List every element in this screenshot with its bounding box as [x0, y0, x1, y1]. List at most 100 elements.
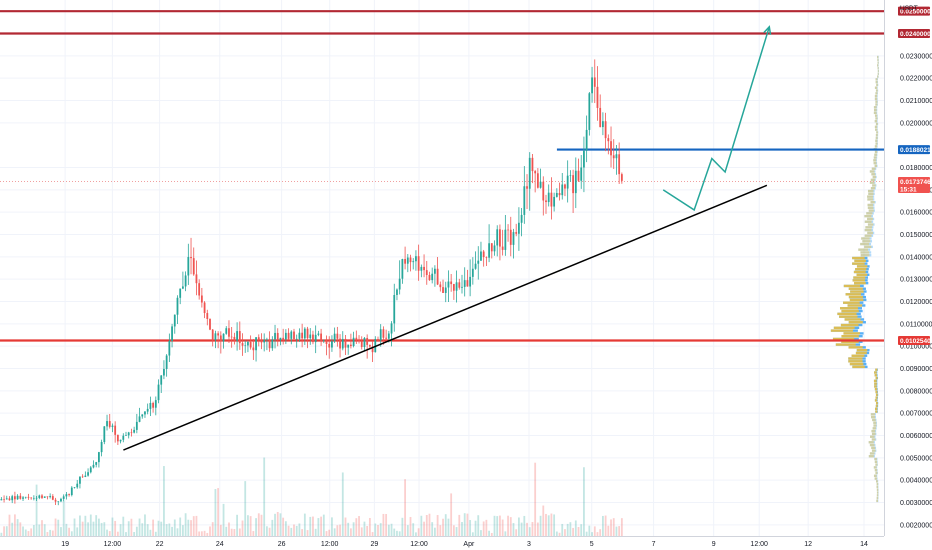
volume-profile-bar	[877, 55, 879, 59]
volume-profile-bar	[864, 234, 874, 237]
volume-bar	[16, 519, 19, 536]
volume-bar	[241, 520, 244, 536]
volume-bar	[295, 525, 298, 536]
candle-body	[504, 229, 507, 250]
candle-body	[612, 155, 615, 159]
volume-profile-bar	[870, 435, 876, 438]
volume-bar	[555, 531, 558, 536]
volume-profile-bar	[854, 281, 866, 285]
volume-profile-bar	[870, 201, 875, 204]
volume-profile-bar	[864, 234, 872, 237]
volume-bar	[599, 529, 602, 536]
volume-bar	[382, 513, 385, 536]
candle-body	[173, 314, 176, 327]
candle-body	[257, 337, 260, 340]
candle-body	[588, 93, 591, 130]
candle-body	[539, 181, 542, 188]
candle-body	[314, 334, 317, 343]
candle-body	[190, 256, 192, 259]
candle-body	[333, 333, 336, 342]
candle-body	[122, 435, 125, 440]
candle-body	[583, 150, 585, 168]
volume-bar	[301, 529, 304, 536]
candle-body	[303, 328, 306, 339]
volume-profile-bar	[876, 482, 879, 486]
volume-profile-bar	[852, 256, 865, 260]
volume-bar	[8, 514, 11, 536]
projection-path	[662, 26, 771, 212]
volume-bar	[466, 513, 469, 536]
candle-body	[393, 294, 396, 324]
price-axis[interactable]: 0.0230000 0.0220000 0.0210000 0.0200000 0.01…	[884, 0, 932, 550]
volume-profile-bar	[875, 368, 878, 371]
volume-profile-bar	[852, 262, 865, 265]
volume-profile-bar	[873, 111, 877, 115]
volume-bar	[572, 527, 574, 536]
volume-bar	[54, 518, 57, 536]
volume-profile-bar	[843, 301, 860, 304]
volume-profile-bar	[873, 474, 878, 477]
candle-body	[507, 229, 509, 231]
volume-profile-bar	[871, 429, 876, 433]
volume-bar	[358, 516, 360, 536]
volume-bar	[455, 527, 458, 536]
volume-profile-bar	[875, 100, 878, 103]
horizontal-levels[interactable]	[0, 10, 884, 342]
candle-body	[76, 483, 79, 488]
volume-profile-bar	[875, 402, 878, 405]
candle-body	[209, 318, 211, 330]
candle-body	[610, 141, 612, 156]
volume-profile-bar	[853, 276, 866, 279]
volume-bar	[271, 519, 274, 536]
time-tick-label: 5	[590, 541, 594, 548]
volume-bar	[341, 472, 344, 536]
drawing-tools[interactable]	[123, 25, 772, 451]
volume-profile-bar	[848, 321, 863, 324]
candle-body	[222, 333, 225, 342]
candle-body	[339, 338, 341, 349]
volume-profile-bar	[876, 480, 878, 483]
volume-profile-bar	[868, 192, 875, 196]
price-tick-label: 0.0070000	[900, 411, 932, 418]
volume-profile-bar	[868, 192, 874, 196]
volume-bar	[314, 528, 317, 536]
volume-profile-bar	[867, 203, 874, 207]
volume-bar	[379, 523, 382, 536]
candle-body	[252, 347, 255, 351]
volume-profile-bar	[839, 307, 858, 310]
candle-body	[73, 487, 76, 488]
time-tick-label: 22	[156, 541, 164, 548]
candle-body	[14, 496, 16, 500]
candle-body	[3, 499, 5, 500]
volume-bar	[125, 532, 127, 536]
volume-profile-bar	[868, 209, 875, 212]
volume-profile-bar	[875, 89, 878, 92]
volume-bar	[526, 522, 528, 536]
candle-body	[249, 342, 252, 348]
volume-profile-bar	[875, 122, 879, 126]
volume-profile-bar	[867, 217, 873, 221]
candle-body	[125, 435, 127, 436]
volume-bar	[312, 516, 314, 536]
volume-profile-bar	[875, 407, 878, 410]
price-tick-label: 0.0160000	[900, 210, 932, 217]
volume-bar	[209, 526, 211, 536]
volume-bar	[238, 528, 241, 536]
volume-profile-bar	[873, 421, 877, 424]
volume-profile-bar	[871, 415, 876, 419]
volume-bar	[141, 523, 144, 536]
volume-profile-bar	[868, 455, 875, 458]
volume-bar	[387, 524, 390, 536]
volume-profile-bar	[874, 460, 878, 464]
volume-bar	[601, 515, 604, 536]
time-tick-label: 14	[860, 541, 868, 548]
time-axis[interactable]: 19 12:00 22 24 26 12:00 29 12:00 Apr 3 5 7 9 12:00 12 1…	[0, 536, 884, 549]
volume-profile-bar	[875, 136, 878, 140]
volume-profile-bar	[873, 161, 877, 165]
volume-profile-bar	[872, 418, 877, 422]
volume-bar	[290, 527, 293, 536]
candle-body	[214, 333, 217, 341]
volume-bar	[569, 522, 572, 536]
volume-profile-bar	[852, 279, 865, 282]
